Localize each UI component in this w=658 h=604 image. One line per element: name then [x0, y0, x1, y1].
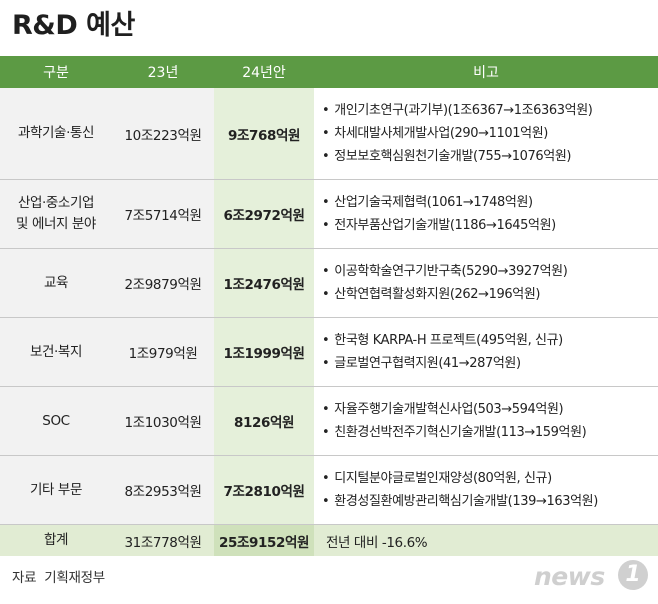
note-item: 개인기초연구(과기부)(1조6367→1조6363억원) [322, 99, 658, 122]
note-item: 한국형 KARPA-H 프로젝트(495억원, 신규) [322, 329, 658, 352]
row-category: 과학기술·통신 [0, 88, 112, 180]
row-2023-value: 2조9879억원 [112, 248, 214, 318]
page-title: R&D 예산 [12, 10, 135, 41]
row-2023-value: 1조979억원 [112, 317, 214, 387]
logo-badge-icon: 1 [618, 560, 648, 590]
note-item: 환경성질환예방관리핵심기술개발(139→163억원) [322, 490, 658, 513]
row-2023-value: 10조223억원 [112, 88, 214, 180]
row-notes: 한국형 KARPA-H 프로젝트(495억원, 신규) 글로벌연구협력지원(41… [314, 317, 658, 387]
total-change-note: 전년 대비 -16.6% [314, 524, 658, 556]
note-item: 디지털분야글로벌인재양성(80억원, 신규) [322, 467, 658, 490]
note-item: 산학연협력활성화지원(262→196억원) [322, 283, 658, 306]
row-2023-value: 7조5714억원 [112, 179, 214, 249]
header-category: 구분 [0, 56, 112, 88]
total-2023-value: 31조778억원 [112, 524, 214, 556]
row-notes: 이공학학술연구기반구축(5290→3927억원) 산학연협력활성화지원(262→… [314, 248, 658, 318]
row-notes: 산업기술국제협력(1061→1748억원) 전자부품산업기술개발(1186→16… [314, 179, 658, 249]
header-2024-proposal: 24년안 [214, 56, 314, 88]
table-row: 보건·복지 1조979억원 1조1999억원 한국형 KARPA-H 프로젝트(… [0, 317, 658, 387]
total-2024-value: 25조9152억원 [214, 524, 314, 556]
row-2024-value: 6조2972억원 [214, 179, 314, 249]
header-2023: 23년 [112, 56, 214, 88]
source-credit: 자료 기획재정부 [12, 570, 105, 586]
budget-table: 구분 23년 24년안 비고 과학기술·통신 10조223억원 9조768억원 … [0, 56, 658, 556]
note-item: 전자부품산업기술개발(1186→1645억원) [322, 214, 658, 237]
note-item: 차세대발사체개발사업(290→1101억원) [322, 122, 658, 145]
news1-logo: news 1 [534, 558, 650, 598]
table-row: 교육 2조9879억원 1조2476억원 이공학학술연구기반구축(5290→39… [0, 248, 658, 318]
row-2023-value: 8조2953억원 [112, 455, 214, 525]
total-row: 합계 31조778억원 25조9152억원 전년 대비 -16.6% [0, 524, 658, 556]
note-item: 친환경선박전주기혁신기술개발(113→159억원) [322, 421, 658, 444]
table-row: 기타 부문 8조2953억원 7조2810억원 디지털분야글로벌인재양성(80억… [0, 455, 658, 525]
row-2024-value: 7조2810억원 [214, 455, 314, 525]
row-category: 기타 부문 [0, 455, 112, 525]
note-item: 산업기술국제협력(1061→1748억원) [322, 191, 658, 214]
table-header-row: 구분 23년 24년안 비고 [0, 56, 658, 88]
row-notes: 디지털분야글로벌인재양성(80억원, 신규) 환경성질환예방관리핵심기술개발(1… [314, 455, 658, 525]
table-row: 산업·중소기업 및 에너지 분야 7조5714억원 6조2972억원 산업기술국… [0, 179, 658, 249]
row-category: SOC [0, 386, 112, 456]
row-notes: 개인기초연구(과기부)(1조6367→1조6363억원) 차세대발사체개발사업(… [314, 88, 658, 180]
note-item: 이공학학술연구기반구축(5290→3927억원) [322, 260, 658, 283]
note-item: 글로벌연구협력지원(41→287억원) [322, 352, 658, 375]
note-item: 자율주행기술개발혁신사업(503→594억원) [322, 398, 658, 421]
row-category: 교육 [0, 248, 112, 318]
row-category: 산업·중소기업 및 에너지 분야 [0, 179, 112, 249]
row-2024-value: 9조768억원 [214, 88, 314, 180]
row-category: 보건·복지 [0, 317, 112, 387]
row-2024-value: 1조2476억원 [214, 248, 314, 318]
table-row: 과학기술·통신 10조223억원 9조768억원 개인기초연구(과기부)(1조6… [0, 88, 658, 180]
row-2024-value: 8126억원 [214, 386, 314, 456]
row-2023-value: 1조1030억원 [112, 386, 214, 456]
row-category-line: 산업·중소기업 및 에너지 분야 [16, 195, 96, 232]
row-2024-value: 1조1999억원 [214, 317, 314, 387]
total-label: 합계 [0, 524, 112, 556]
row-notes: 자율주행기술개발혁신사업(503→594억원) 친환경선박전주기혁신기술개발(1… [314, 386, 658, 456]
header-notes: 비고 [314, 56, 658, 88]
note-item: 정보보호핵심원천기술개발(755→1076억원) [322, 145, 658, 168]
table-row: SOC 1조1030억원 8126억원 자율주행기술개발혁신사업(503→594… [0, 386, 658, 456]
logo-wordmark: news [534, 562, 605, 591]
